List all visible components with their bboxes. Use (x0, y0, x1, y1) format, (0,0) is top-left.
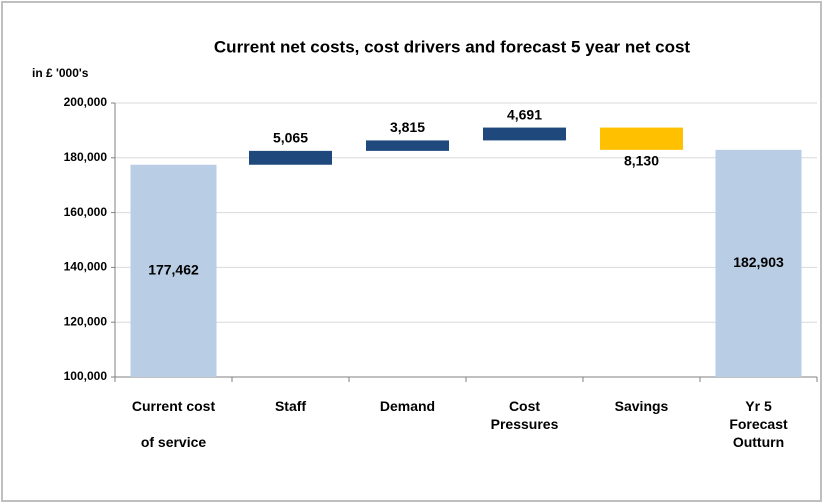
x-tick-label-line: Current cost (131, 398, 216, 414)
x-tick-label-line: of service (140, 434, 207, 450)
x-tick-label-line: Yr 5 (745, 398, 772, 414)
data-label: 8,130 (624, 153, 659, 169)
x-tick-label-line: Pressures (490, 416, 559, 432)
x-tick-label: Savings (583, 397, 700, 415)
bar (600, 127, 683, 150)
x-tick-label-line: Demand (379, 398, 436, 414)
x-tick-label: Demand (349, 397, 466, 415)
x-tick-label: Cost Pressures (466, 397, 583, 433)
data-label: 5,065 (273, 130, 308, 146)
bar (483, 127, 566, 141)
x-tick-label-line: Forecast (729, 416, 788, 432)
data-label: 3,815 (390, 119, 425, 135)
data-label: 4,691 (507, 106, 542, 122)
x-tick-label-line: Cost (508, 398, 541, 414)
data-label: 182,903 (733, 254, 784, 270)
bar (249, 150, 332, 165)
x-tick-label: Current cost of service (115, 397, 232, 451)
bar (130, 164, 217, 377)
y-tick-label: 180,000 (64, 150, 108, 164)
x-tick-label-line: Savings (614, 398, 669, 414)
y-tick-label: 120,000 (64, 314, 108, 328)
y-tick-label: 200,000 (64, 95, 108, 109)
x-tick-label: Yr 5 Forecast Outturn (700, 397, 817, 451)
bar (715, 149, 802, 377)
y-axis-label: in £ '000's (32, 66, 89, 80)
y-tick-label: 100,000 (64, 369, 108, 383)
data-label: 177,462 (148, 262, 199, 278)
x-tick-label-line: Staff (274, 398, 307, 414)
x-tick-label-line: Outturn (732, 434, 785, 450)
chart-title: Current net costs, cost drivers and fore… (214, 37, 691, 56)
x-tick-label: Staff (232, 397, 349, 415)
bar (366, 140, 449, 151)
y-tick-label: 140,000 (64, 260, 108, 274)
y-tick-label: 160,000 (64, 205, 108, 219)
